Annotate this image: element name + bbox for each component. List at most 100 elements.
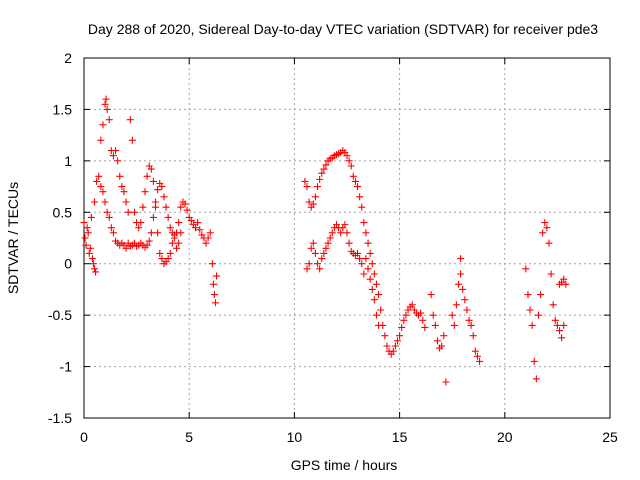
data-point [99,121,107,129]
data-point [431,321,439,329]
data-point [141,188,149,196]
data-point [311,249,319,257]
data-point [196,226,204,234]
data-point [526,306,534,314]
data-point [528,321,536,329]
x-tick-label: 5 [185,429,193,445]
data-point [560,321,568,329]
data-point [147,165,155,173]
data-point [309,239,317,247]
data-point [164,213,172,221]
data-point [88,255,96,263]
data-point [120,188,128,196]
data-point [408,301,416,309]
data-point [421,323,429,331]
data-point [305,198,313,206]
data-point [562,280,570,288]
data-point [448,311,456,319]
data-point [177,203,185,211]
x-tick-label: 25 [602,429,618,445]
data-point [309,200,317,208]
data-point [316,265,324,273]
data-point [381,332,389,340]
data-point [154,229,162,237]
data-point [135,224,143,232]
data-point [547,270,555,278]
data-point [551,316,559,324]
data-point [556,327,564,335]
data-point [81,234,89,242]
data-point [82,241,90,249]
data-point [166,249,174,257]
data-point [91,198,99,206]
data-point [383,342,391,350]
data-point [130,208,138,216]
data-point [118,183,126,191]
data-point [471,347,479,355]
data-point [356,193,364,201]
y-tick-label: 1.5 [53,101,73,117]
data-point [347,162,355,170]
data-point [166,224,174,232]
data-point [122,198,130,206]
x-tick-label: 0 [80,429,88,445]
data-point [301,177,309,185]
y-tick-label: 1 [64,153,72,169]
data-point [322,161,330,169]
data-point [358,260,366,268]
data-point [476,357,484,365]
data-point [429,311,437,319]
axis-ticks: 0 5 10 15 20 25 -1.5 -1 -0.5 0 0.5 1 1.5 2 [48,50,618,445]
data-point [362,255,370,263]
data-point [97,136,105,144]
data-point [149,213,157,221]
data-point [345,157,353,165]
data-point [114,157,122,165]
data-point [522,265,530,273]
data-point [368,285,376,293]
data-point [345,239,353,247]
data-point [116,172,124,180]
data-point [328,229,336,237]
data-point [101,198,109,206]
data-point [440,332,448,340]
data-point [210,291,218,299]
data-point [101,100,109,108]
data-point [208,260,216,268]
data-point [181,200,189,208]
x-tick-label: 10 [287,429,303,445]
data-point [107,224,115,232]
data-point [473,352,481,360]
data-point [162,203,170,211]
data-point [541,219,549,227]
data-point [452,301,460,309]
data-point [109,152,117,160]
data-point [360,219,368,227]
y-tick-label: -0.5 [48,307,72,323]
data-point [320,249,328,257]
y-axis-label: SDTVAR / TECUs [5,182,21,294]
data-point [343,152,351,160]
data-point [170,234,178,242]
data-point [354,249,362,257]
data-point [349,172,357,180]
data-point [457,255,465,263]
data-point [212,299,219,307]
data-point [202,239,210,247]
data-point [459,285,467,293]
data-point [534,311,542,319]
data-point [152,203,160,211]
data-point [337,229,345,237]
grid [84,58,610,418]
data-point [375,291,383,299]
data-point [173,244,181,252]
data-point [128,136,136,144]
data-point [303,183,311,191]
data-point [417,309,425,317]
data-point [457,270,465,278]
data-point [455,280,463,288]
data-point [314,260,322,268]
data-point [103,208,111,216]
data-point [91,265,99,273]
data-point [103,105,111,113]
